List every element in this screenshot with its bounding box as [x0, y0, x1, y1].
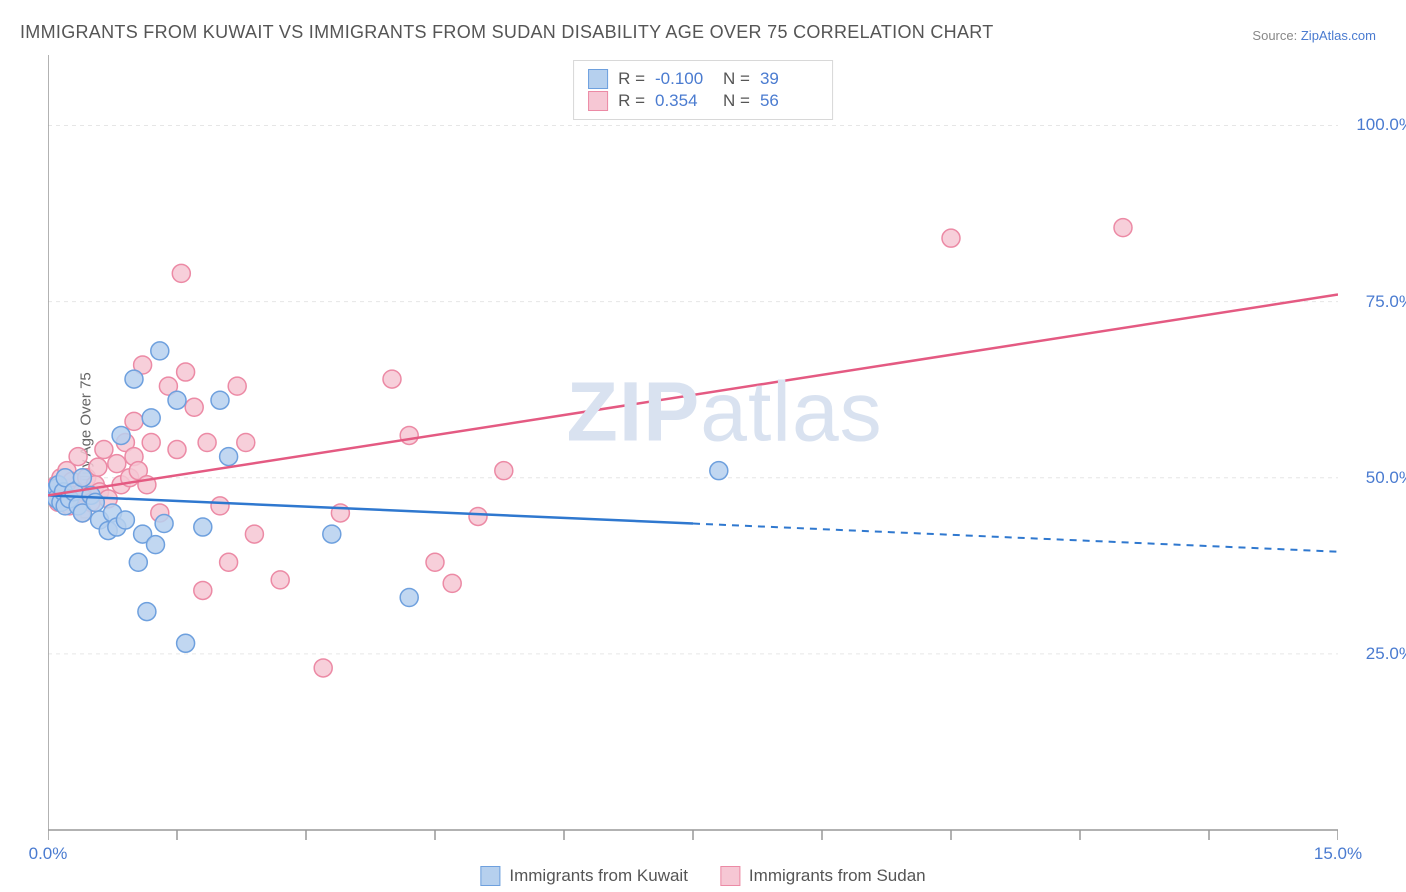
regression-line-kuwait-dashed	[693, 524, 1338, 552]
scatter-point-sudan	[69, 448, 87, 466]
stat-R-label: R =	[618, 91, 645, 111]
scatter-point-sudan	[177, 363, 195, 381]
scatter-point-sudan	[237, 434, 255, 452]
stat-N-value: 56	[760, 91, 818, 111]
scatter-point-sudan	[426, 553, 444, 571]
legend-swatch-sudan	[588, 91, 608, 111]
legend-item-kuwait: Immigrants from Kuwait	[480, 866, 688, 886]
scatter-point-sudan	[314, 659, 332, 677]
scatter-point-kuwait	[220, 448, 238, 466]
scatter-point-sudan	[443, 574, 461, 592]
chart-area: ZIPatlas 25.0%50.0%75.0%100.0% 0.0%15.0%	[48, 55, 1338, 830]
regression-line-sudan	[48, 295, 1338, 496]
scatter-point-sudan	[198, 434, 216, 452]
scatter-point-kuwait	[142, 409, 160, 427]
scatter-point-kuwait	[177, 634, 195, 652]
legend-stats: R = -0.100 N = 39 R = 0.354 N = 56	[573, 60, 833, 120]
scatter-point-kuwait	[155, 515, 173, 533]
scatter-point-sudan	[271, 571, 289, 589]
scatter-point-sudan	[220, 553, 238, 571]
legend-stat-row-kuwait: R = -0.100 N = 39	[588, 69, 818, 89]
chart-svg	[48, 55, 1338, 846]
scatter-point-sudan	[245, 525, 263, 543]
scatter-point-sudan	[495, 462, 513, 480]
y-tick-label: 100.0%	[1356, 115, 1406, 135]
stat-R-value: 0.354	[655, 91, 713, 111]
stat-N-label: N =	[723, 91, 750, 111]
scatter-point-kuwait	[211, 391, 229, 409]
x-tick-label: 0.0%	[29, 844, 68, 864]
scatter-point-kuwait	[151, 342, 169, 360]
scatter-point-sudan	[172, 264, 190, 282]
scatter-point-kuwait	[168, 391, 186, 409]
stat-N-label: N =	[723, 69, 750, 89]
scatter-point-sudan	[108, 455, 126, 473]
scatter-point-kuwait	[194, 518, 212, 536]
y-tick-label: 75.0%	[1366, 292, 1406, 312]
scatter-point-sudan	[228, 377, 246, 395]
legend-swatch-sudan	[720, 866, 740, 886]
source-attribution: Source: ZipAtlas.com	[1252, 28, 1376, 43]
scatter-point-kuwait	[400, 589, 418, 607]
y-tick-label: 50.0%	[1366, 468, 1406, 488]
scatter-point-sudan	[1114, 219, 1132, 237]
scatter-point-kuwait	[710, 462, 728, 480]
legend-item-sudan: Immigrants from Sudan	[720, 866, 926, 886]
scatter-point-kuwait	[323, 525, 341, 543]
scatter-point-sudan	[125, 412, 143, 430]
scatter-point-sudan	[185, 398, 203, 416]
legend-stat-row-sudan: R = 0.354 N = 56	[588, 91, 818, 111]
scatter-point-kuwait	[116, 511, 134, 529]
scatter-point-kuwait	[73, 469, 91, 487]
scatter-point-kuwait	[147, 536, 165, 554]
legend-swatch-kuwait	[480, 866, 500, 886]
stat-N-value: 39	[760, 69, 818, 89]
x-tick-label: 15.0%	[1314, 844, 1362, 864]
scatter-point-sudan	[95, 441, 113, 459]
source-link[interactable]: ZipAtlas.com	[1301, 28, 1376, 43]
chart-title: IMMIGRANTS FROM KUWAIT VS IMMIGRANTS FRO…	[20, 22, 994, 43]
source-label: Source:	[1252, 28, 1297, 43]
legend-label: Immigrants from Sudan	[749, 866, 926, 886]
legend-label: Immigrants from Kuwait	[509, 866, 688, 886]
scatter-point-kuwait	[138, 603, 156, 621]
scatter-point-kuwait	[125, 370, 143, 388]
legend-series: Immigrants from Kuwait Immigrants from Su…	[480, 866, 925, 886]
scatter-point-sudan	[383, 370, 401, 388]
y-tick-label: 25.0%	[1366, 644, 1406, 664]
legend-swatch-kuwait	[588, 69, 608, 89]
scatter-point-sudan	[194, 581, 212, 599]
regression-line-kuwait	[48, 495, 693, 523]
scatter-point-sudan	[168, 441, 186, 459]
scatter-point-sudan	[400, 426, 418, 444]
stat-R-value: -0.100	[655, 69, 713, 89]
scatter-point-sudan	[469, 507, 487, 525]
scatter-point-kuwait	[112, 426, 130, 444]
scatter-point-sudan	[89, 458, 107, 476]
scatter-point-sudan	[142, 434, 160, 452]
stat-R-label: R =	[618, 69, 645, 89]
scatter-point-sudan	[211, 497, 229, 515]
scatter-point-kuwait	[129, 553, 147, 571]
scatter-point-sudan	[942, 229, 960, 247]
